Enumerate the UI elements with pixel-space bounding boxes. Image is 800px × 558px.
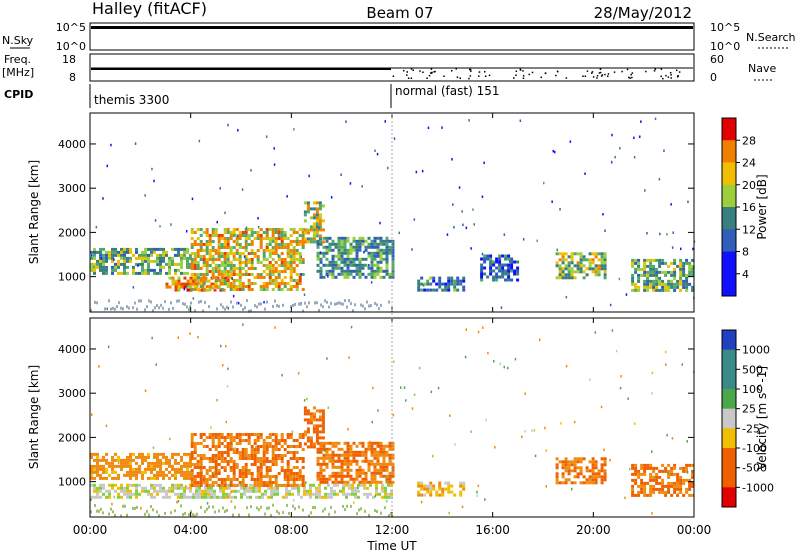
noise-left-tick-bottom: 10^0: [56, 40, 86, 53]
noise-sky-label: N.Sky: [2, 34, 34, 47]
power-echo-region: [303, 201, 325, 244]
velocity-echo-region: [555, 457, 607, 485]
power-y-tick-label: 4000: [58, 138, 86, 151]
x-axis-label: Time UT: [366, 539, 417, 553]
velocity-ground-scatter: [90, 503, 392, 518]
velocity-panel: 4000 3000 2000 1000 Slant Range [km]: [27, 317, 695, 518]
velocity-y-tick-label: 2000: [58, 431, 86, 444]
noise-panel: N.Sky 10^5 10^0 10^5 10^0 N.Search: [2, 21, 796, 53]
freq-unit: [MHz]: [2, 66, 34, 79]
power-echo-region: [417, 276, 466, 292]
power-echo-region: [316, 236, 395, 279]
x-tick-label: 04:00: [173, 523, 208, 537]
power-echo-region: [480, 254, 520, 282]
power-panel: 4000 3000 2000 1000 Slant Range [km]: [27, 112, 696, 313]
velocity-echo-region: [90, 483, 393, 499]
velocity-colorbar: 1000 500 100 25 -25 -100 -500 -1000 Velocity [m…: [721, 329, 774, 508]
power-echo-region: [90, 247, 192, 275]
x-tick-label: 20:00: [576, 523, 611, 537]
velocity-colorbar-tick: -100: [742, 442, 767, 455]
power-colorbar-tick: 16: [742, 201, 756, 214]
x-tick-label: 16:00: [475, 523, 510, 537]
power-echo-region: [631, 258, 695, 292]
velocity-echo-region: [316, 441, 395, 484]
velocity-echo-region: [190, 433, 305, 487]
frequency-band: [91, 68, 391, 70]
velocity-colorbar-tick: -25: [742, 422, 760, 435]
power-echo-region: [555, 252, 607, 280]
velocity-echo-region: [90, 452, 192, 480]
power-y-tick-label: 1000: [58, 271, 86, 284]
nave-label: Nave: [748, 62, 776, 75]
noise-left-tick-top: 10^5: [56, 21, 86, 34]
velocity-speckle: [90, 323, 695, 518]
power-echo-region: [190, 228, 305, 291]
velocity-colorbar-tick: 100: [742, 383, 763, 396]
power-colorbar-tick: 8: [742, 246, 749, 259]
noise-right-tick-top: 10^5: [710, 21, 740, 34]
power-y-tick-label: 2000: [58, 226, 86, 239]
power-y-label: Slant Range [km]: [27, 160, 41, 264]
velocity-echo-region: [631, 463, 695, 497]
nave-right-tick-bottom: 0: [710, 71, 717, 84]
noise-search-label: N.Search: [746, 31, 796, 44]
cpid-row: themis 3300 normal (fast) 151: [89, 84, 499, 108]
power-colorbar-tick: 4: [742, 268, 749, 281]
power-ground-scatter: [90, 299, 390, 313]
cpid-mode-themis: themis 3300: [94, 93, 169, 107]
noise-sky-band: [91, 26, 693, 29]
power-y-tick-label: 3000: [58, 182, 86, 195]
x-tick-label: 08:00: [274, 523, 309, 537]
velocity-y-tick-label: 3000: [58, 387, 86, 400]
freq-left-tick-bottom: 8: [69, 71, 76, 84]
power-y-axis: 4000 3000 2000 1000: [58, 138, 694, 284]
velocity-colorbar-tick: -500: [742, 462, 767, 475]
velocity-y-tick-label: 4000: [58, 343, 86, 356]
beam-label: Beam 07: [366, 4, 433, 22]
velocity-y-label: Slant Range [km]: [27, 365, 41, 469]
velocity-echoes: [90, 406, 695, 499]
power-colorbar-tick: 12: [742, 223, 756, 236]
power-colorbar-label: Power [dB]: [755, 174, 769, 239]
power-echoes: [90, 201, 695, 292]
station-title: Halley (fitACF): [92, 0, 207, 18]
nave-dots: [392, 68, 681, 80]
x-tick-label: 12:00: [375, 523, 410, 537]
noise-right-tick-bottom: 10^0: [710, 40, 740, 53]
freq-label: Freq.: [4, 53, 31, 66]
velocity-colorbar-tick: 500: [742, 363, 763, 376]
x-tick-label: 00:00: [73, 523, 108, 537]
power-colorbar-tick: 28: [742, 134, 756, 147]
power-colorbar-tick: 24: [742, 157, 756, 170]
cpid-mode-normal: normal (fast) 151: [395, 84, 499, 98]
time-x-axis: 00:00 04:00 08:00 12:00 16:00 20:00 00:00: [73, 113, 712, 537]
freq-left-tick-top: 18: [62, 53, 76, 66]
date-label: 28/May/2012: [594, 4, 692, 22]
velocity-y-axis: 4000 3000 2000 1000: [58, 343, 694, 489]
velocity-colorbar-tick: 25: [742, 403, 756, 416]
frequency-panel: Freq. [MHz] 18 8 60 0 Nave CPID: [2, 53, 776, 101]
velocity-colorbar-label: Velocity [m s^-1]: [755, 366, 769, 470]
x-tick-label: 00:00: [677, 523, 712, 537]
velocity-colorbar-tick: 1000: [742, 344, 770, 357]
power-colorbar: 28 24 20 16 12 8 4 Power [dB]: [721, 117, 769, 297]
velocity-y-tick-label: 1000: [58, 476, 86, 489]
velocity-colorbar-tick: -1000: [742, 481, 774, 494]
velocity-echo-region: [303, 406, 325, 449]
velocity-echo-region: [417, 481, 466, 497]
power-speckle: [90, 117, 696, 313]
power-colorbar-tick: 20: [742, 179, 756, 192]
nave-right-tick-top: 60: [710, 53, 724, 66]
cpid-label: CPID: [4, 88, 33, 101]
